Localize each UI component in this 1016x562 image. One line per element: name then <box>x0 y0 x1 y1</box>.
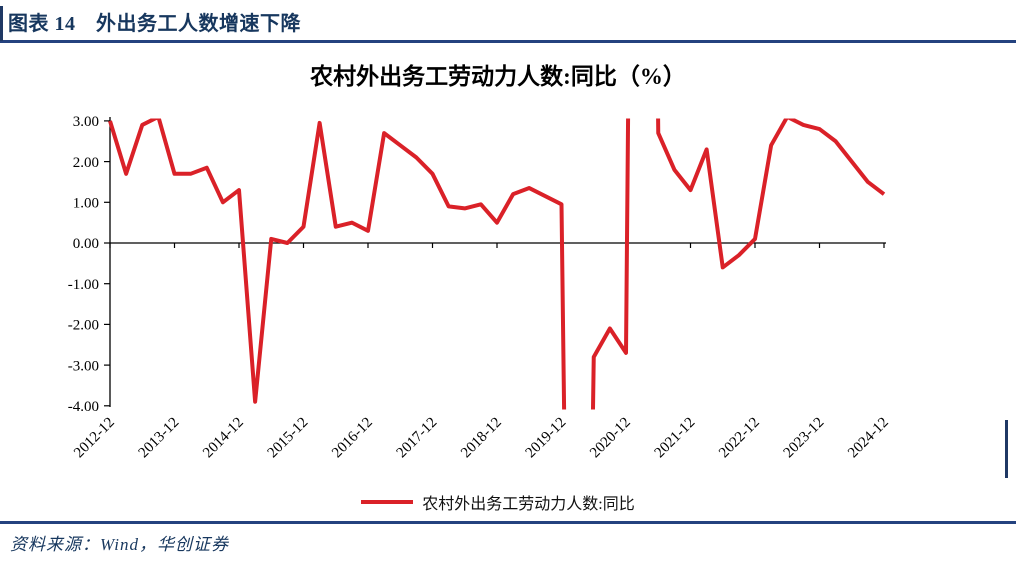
y-tick-label: 1.00 <box>73 196 99 212</box>
x-tick-label: 2018-12 <box>458 415 505 462</box>
y-tick-label: -2.00 <box>68 318 99 334</box>
chart-legend: 农村外出务工劳动力人数:同比 <box>110 491 886 513</box>
x-tick-label: 2012-12 <box>71 415 118 462</box>
x-tick-label: 2020-12 <box>587 415 634 462</box>
table-border-right <box>1005 420 1008 478</box>
line-chart: 3.00 2.00 1.00 0.00 -1.00 -2.00 -3.00 -4.002012… <box>68 114 892 462</box>
header-divider <box>0 40 1016 43</box>
source-note: 资料来源：Wind，华创证券 <box>10 535 229 554</box>
x-tick-label: 2014-12 <box>200 415 247 462</box>
figure-title: 图表 14 外出务工人数增速下降 <box>8 13 301 35</box>
y-tick-label: 0.00 <box>73 236 99 252</box>
y-tick-label: -4.00 <box>68 399 99 415</box>
x-tick-label: 2016-12 <box>329 415 376 462</box>
x-tick-label: 2021-12 <box>652 415 699 462</box>
x-tick-label: 2017-12 <box>394 415 441 462</box>
x-tick-label: 2023-12 <box>781 415 828 462</box>
legend-line-swatch <box>361 500 414 504</box>
y-tick-label: 3.00 <box>73 114 99 130</box>
legend-label: 农村外出务工劳动力人数:同比 <box>422 496 635 513</box>
footer-divider <box>0 521 1016 524</box>
y-tick-label: -3.00 <box>68 358 99 374</box>
table-border-left <box>0 6 3 41</box>
chart-title: 农村外出务工劳动力人数:同比（%） <box>310 64 686 89</box>
y-tick-label: 2.00 <box>73 155 99 171</box>
x-tick-label: 2022-12 <box>716 415 763 462</box>
x-tick-label: 2013-12 <box>136 415 183 462</box>
y-tick-label: -1.00 <box>68 277 99 293</box>
x-tick-label: 2019-12 <box>523 415 570 462</box>
x-tick-label: 2024-12 <box>845 415 892 462</box>
x-tick-label: 2015-12 <box>265 415 312 462</box>
series-line <box>108 118 886 410</box>
